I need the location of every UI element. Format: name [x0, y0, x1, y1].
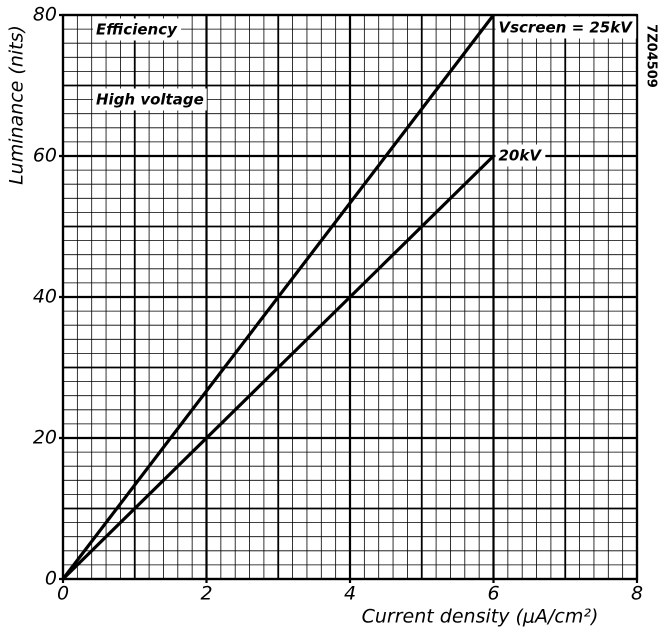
- figure-code: 7Z04509: [644, 24, 659, 88]
- annotation-bg: [93, 18, 182, 41]
- x-tick-label: 2: [200, 583, 212, 605]
- y-tick-label: 0: [45, 568, 57, 590]
- series-label-bg: [495, 16, 637, 39]
- annotation: High voltage: [96, 91, 204, 109]
- series-line: [61, 154, 495, 581]
- y-tick-label: 20: [33, 427, 57, 449]
- y-tick-label: 40: [33, 286, 57, 308]
- x-tick-label: 6: [487, 583, 499, 605]
- x-tick-label: 0: [57, 583, 69, 605]
- x-tick-label: 8: [631, 583, 643, 605]
- series-label: Vscreen = 25kV: [499, 19, 634, 37]
- y-axis-label: Luminance (nits): [6, 25, 28, 185]
- y-tick-label: 80: [33, 4, 57, 26]
- plot-frame: [61, 13, 639, 581]
- series-line: [61, 14, 495, 580]
- y-tick-label: 60: [33, 145, 57, 167]
- series-label-bg: [495, 144, 546, 167]
- annotation: Efficiency: [96, 21, 178, 39]
- series-label: 20kV: [499, 147, 543, 165]
- x-axis-label: Current density (μA/cm²): [362, 606, 599, 628]
- x-tick-label: 4: [344, 583, 356, 605]
- annotation-bg: [93, 88, 207, 111]
